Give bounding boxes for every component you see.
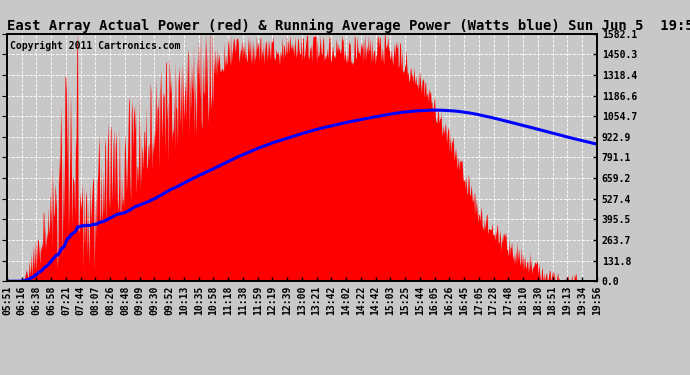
Text: East Array Actual Power (red) & Running Average Power (Watts blue) Sun Jun 5  19: East Array Actual Power (red) & Running …	[7, 18, 690, 33]
Text: Copyright 2011 Cartronics.com: Copyright 2011 Cartronics.com	[10, 41, 180, 51]
